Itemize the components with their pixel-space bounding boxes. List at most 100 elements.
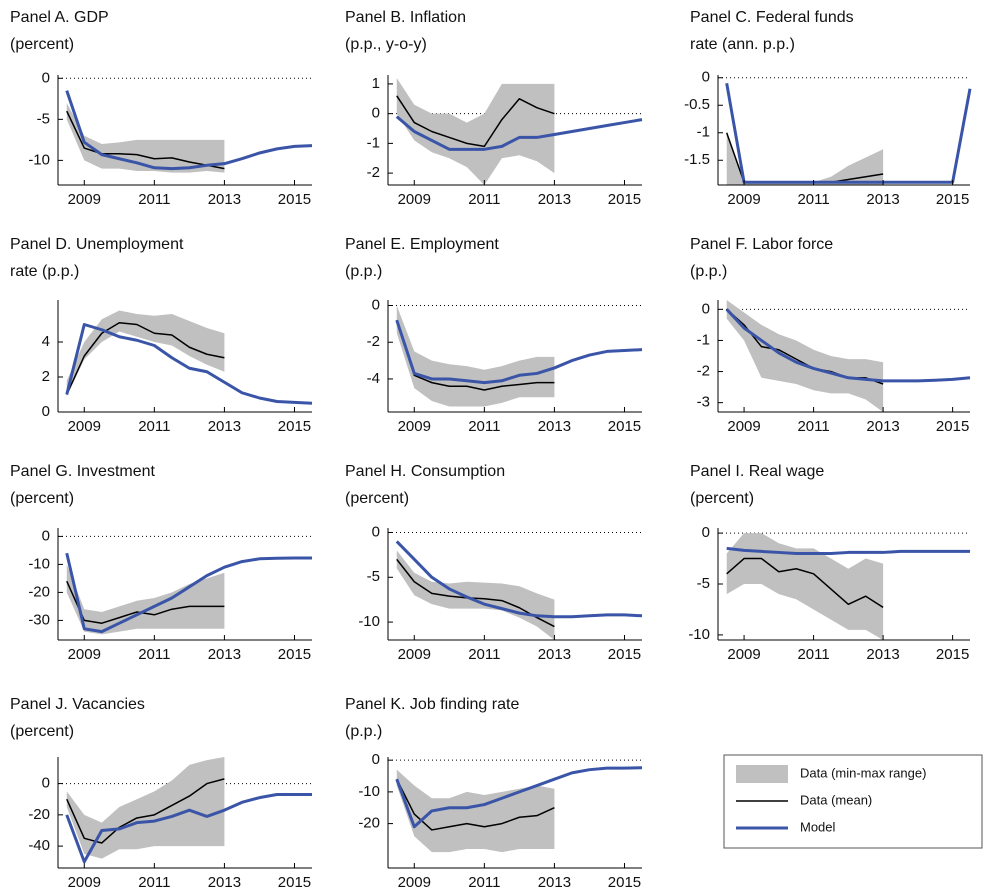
range-band [66, 564, 225, 635]
x-tick-label: 2013 [208, 191, 241, 208]
y-tick-label: -1 [697, 331, 710, 348]
mean-line [396, 778, 555, 831]
y-tick-label: -20 [28, 583, 50, 600]
x-tick-label: 2009 [398, 418, 431, 435]
mean-line [396, 95, 555, 148]
x-tick-label: 2011 [138, 874, 170, 891]
mean-line [396, 319, 555, 391]
y-tick-label: -5 [697, 575, 710, 592]
y-tick-label: -40 [28, 837, 50, 854]
model-line [65, 323, 313, 405]
y-tick-label: -1.5 [684, 151, 710, 168]
legend-label: Data (min-max range) [800, 765, 926, 780]
x-tick-label: 2013 [208, 418, 241, 435]
panel-title: (p.p.) [690, 263, 727, 280]
x-tick-label: 2009 [727, 646, 760, 663]
y-tick-label: -2 [367, 164, 380, 181]
y-tick-label: 0 [42, 527, 50, 544]
y-tick-label: 0 [702, 300, 710, 317]
x-tick-label: 2011 [797, 646, 829, 663]
y-tick-label: -10 [28, 151, 50, 168]
mean-line [66, 778, 225, 844]
x-tick-label: 2011 [468, 191, 500, 208]
y-tick-label: -3 [697, 394, 710, 411]
y-tick-label: -4 [367, 370, 380, 387]
x-tick-label: 2009 [68, 418, 101, 435]
panel-title: (p.p., y-o-y) [345, 36, 427, 53]
model-line [395, 319, 643, 385]
model-line [65, 90, 313, 171]
mean-line [66, 110, 225, 170]
y-tick-label: 0 [42, 403, 50, 420]
y-tick-label: -5 [367, 568, 380, 585]
panel-title: (percent) [10, 723, 74, 740]
y-tick-label: 0 [372, 751, 380, 768]
y-tick-label: 0 [372, 523, 380, 540]
range-band [726, 132, 884, 185]
y-tick-label: 1 [372, 75, 380, 92]
y-tick-label: -10 [688, 626, 710, 643]
x-tick-label: 2011 [468, 646, 500, 663]
x-tick-label: 2015 [278, 418, 311, 435]
x-tick-label: 2009 [68, 874, 101, 891]
panel-title: Panel D. Unemployment [10, 236, 184, 253]
mean-line [66, 580, 225, 624]
model-line [65, 793, 312, 864]
x-tick-label: 2013 [538, 874, 571, 891]
panel-title: Panel E. Employment [345, 236, 499, 253]
mean-line [66, 322, 225, 395]
x-tick-label: 2009 [68, 646, 101, 663]
range-band [396, 550, 555, 640]
y-tick-label: -1 [367, 134, 380, 151]
range-band [396, 769, 555, 853]
legend-label: Model [800, 819, 836, 834]
range-band [66, 757, 225, 859]
y-tick-label: -5 [37, 110, 50, 127]
y-tick-label: -20 [28, 806, 50, 823]
y-tick-label: 4 [42, 333, 50, 350]
panel-title: Panel H. Consumption [345, 463, 505, 480]
x-tick-label: 2011 [138, 191, 170, 208]
y-tick-label: -1 [697, 124, 710, 141]
x-tick-label: 2011 [797, 191, 829, 208]
x-tick-label: 2015 [936, 646, 969, 663]
panel-title: (p.p.) [345, 723, 382, 740]
panel-title: Panel K. Job finding rate [345, 696, 519, 713]
x-tick-label: 2013 [538, 191, 571, 208]
panel-title: Panel C. Federal funds [690, 9, 854, 26]
y-tick-label: 0 [42, 69, 50, 86]
x-tick-label: 2009 [398, 191, 431, 208]
x-tick-label: 2013 [866, 191, 899, 208]
y-tick-label: -30 [28, 611, 50, 628]
y-tick-label: 0 [702, 69, 710, 86]
panel-title: Panel A. GDP [10, 9, 109, 26]
x-tick-label: 2013 [538, 418, 571, 435]
panel-title: Panel I. Real wage [690, 463, 824, 480]
range-band [66, 310, 225, 397]
x-tick-label: 2011 [468, 418, 500, 435]
legend-swatch-band [736, 765, 788, 783]
y-tick-label: -0.5 [684, 96, 710, 113]
y-tick-label: 2 [42, 368, 50, 385]
mean-line [396, 558, 555, 628]
panel-title: rate (p.p.) [10, 263, 79, 280]
x-tick-label: 2013 [208, 646, 241, 663]
panel-title: (percent) [10, 36, 74, 53]
panel-title: Panel F. Labor force [690, 236, 833, 253]
y-tick-label: -2 [697, 363, 710, 380]
model-line [395, 766, 643, 829]
range-band [396, 77, 555, 185]
range-band [396, 305, 555, 407]
panel-title: (percent) [345, 490, 409, 507]
x-tick-label: 2013 [866, 418, 899, 435]
x-tick-label: 2015 [278, 191, 311, 208]
model-line [395, 115, 643, 151]
y-tick-label: 0 [42, 775, 50, 792]
x-tick-label: 2009 [398, 646, 431, 663]
y-tick-label: 0 [372, 105, 380, 122]
x-tick-label: 2009 [727, 418, 760, 435]
y-tick-label: -20 [358, 815, 380, 832]
range-band [726, 533, 884, 640]
range-band [726, 300, 884, 412]
